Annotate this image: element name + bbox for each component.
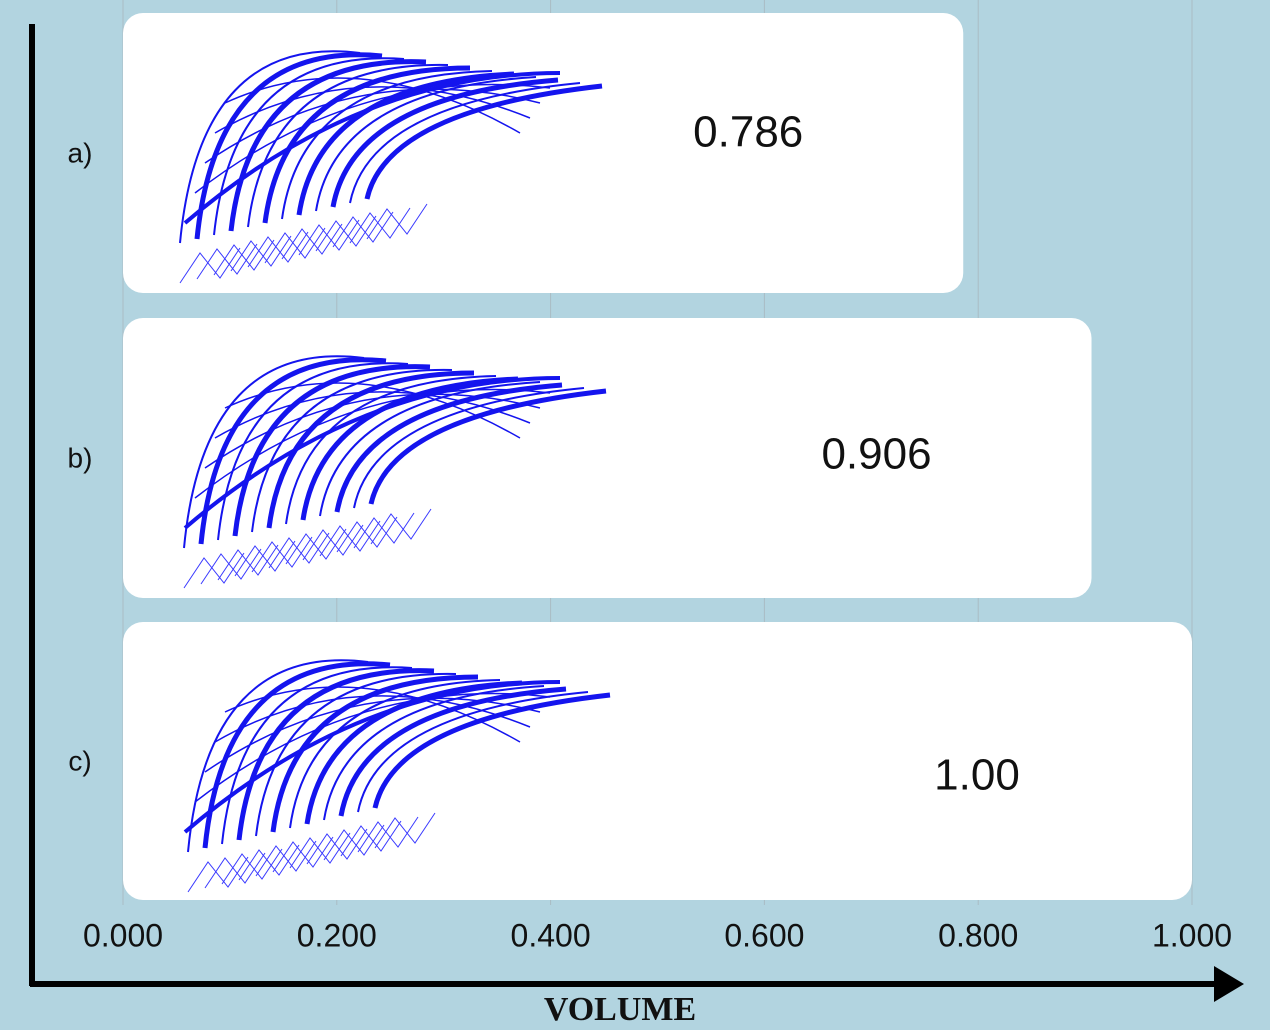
x-tick-label: 0.800: [938, 917, 1018, 953]
value-label: 0.906: [821, 430, 931, 479]
category-label: c): [68, 745, 91, 776]
page: VOLUME 0.000 0.200 0.400 0.600 0.800 1.000 a) 0…: [0, 0, 1270, 1030]
chart: VOLUME 0.000 0.200 0.400 0.600 0.800 1.000 a) 0…: [0, 0, 1270, 1030]
x-tick-label: 0.200: [297, 917, 377, 953]
x-tick-label: 1.000: [1152, 917, 1232, 953]
value-label: 0.786: [693, 108, 803, 157]
x-axis-label: VOLUME: [544, 991, 696, 1028]
x-tick-label: 0.400: [511, 917, 591, 953]
category-label: a): [68, 137, 93, 168]
bar: [123, 318, 1092, 598]
category-label: b): [68, 442, 93, 473]
x-tick-label: 0.000: [83, 917, 163, 953]
x-tick-label: 0.600: [724, 917, 804, 953]
value-label: 1.00: [934, 751, 1020, 800]
